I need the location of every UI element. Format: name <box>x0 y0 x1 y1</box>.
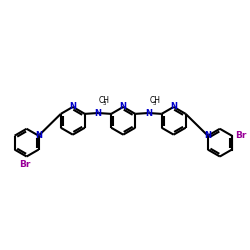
Text: 3: 3 <box>153 101 156 106</box>
Text: CH: CH <box>99 96 110 105</box>
Text: N: N <box>120 102 127 112</box>
Text: N: N <box>69 102 76 112</box>
Text: Br: Br <box>235 131 246 140</box>
Text: Br: Br <box>19 160 30 169</box>
Text: CH: CH <box>149 96 160 105</box>
Text: N: N <box>204 131 211 140</box>
Text: 3: 3 <box>103 101 106 106</box>
Text: N: N <box>94 108 102 118</box>
Text: N: N <box>170 102 177 112</box>
Text: N: N <box>35 131 42 140</box>
Text: N: N <box>145 108 152 118</box>
